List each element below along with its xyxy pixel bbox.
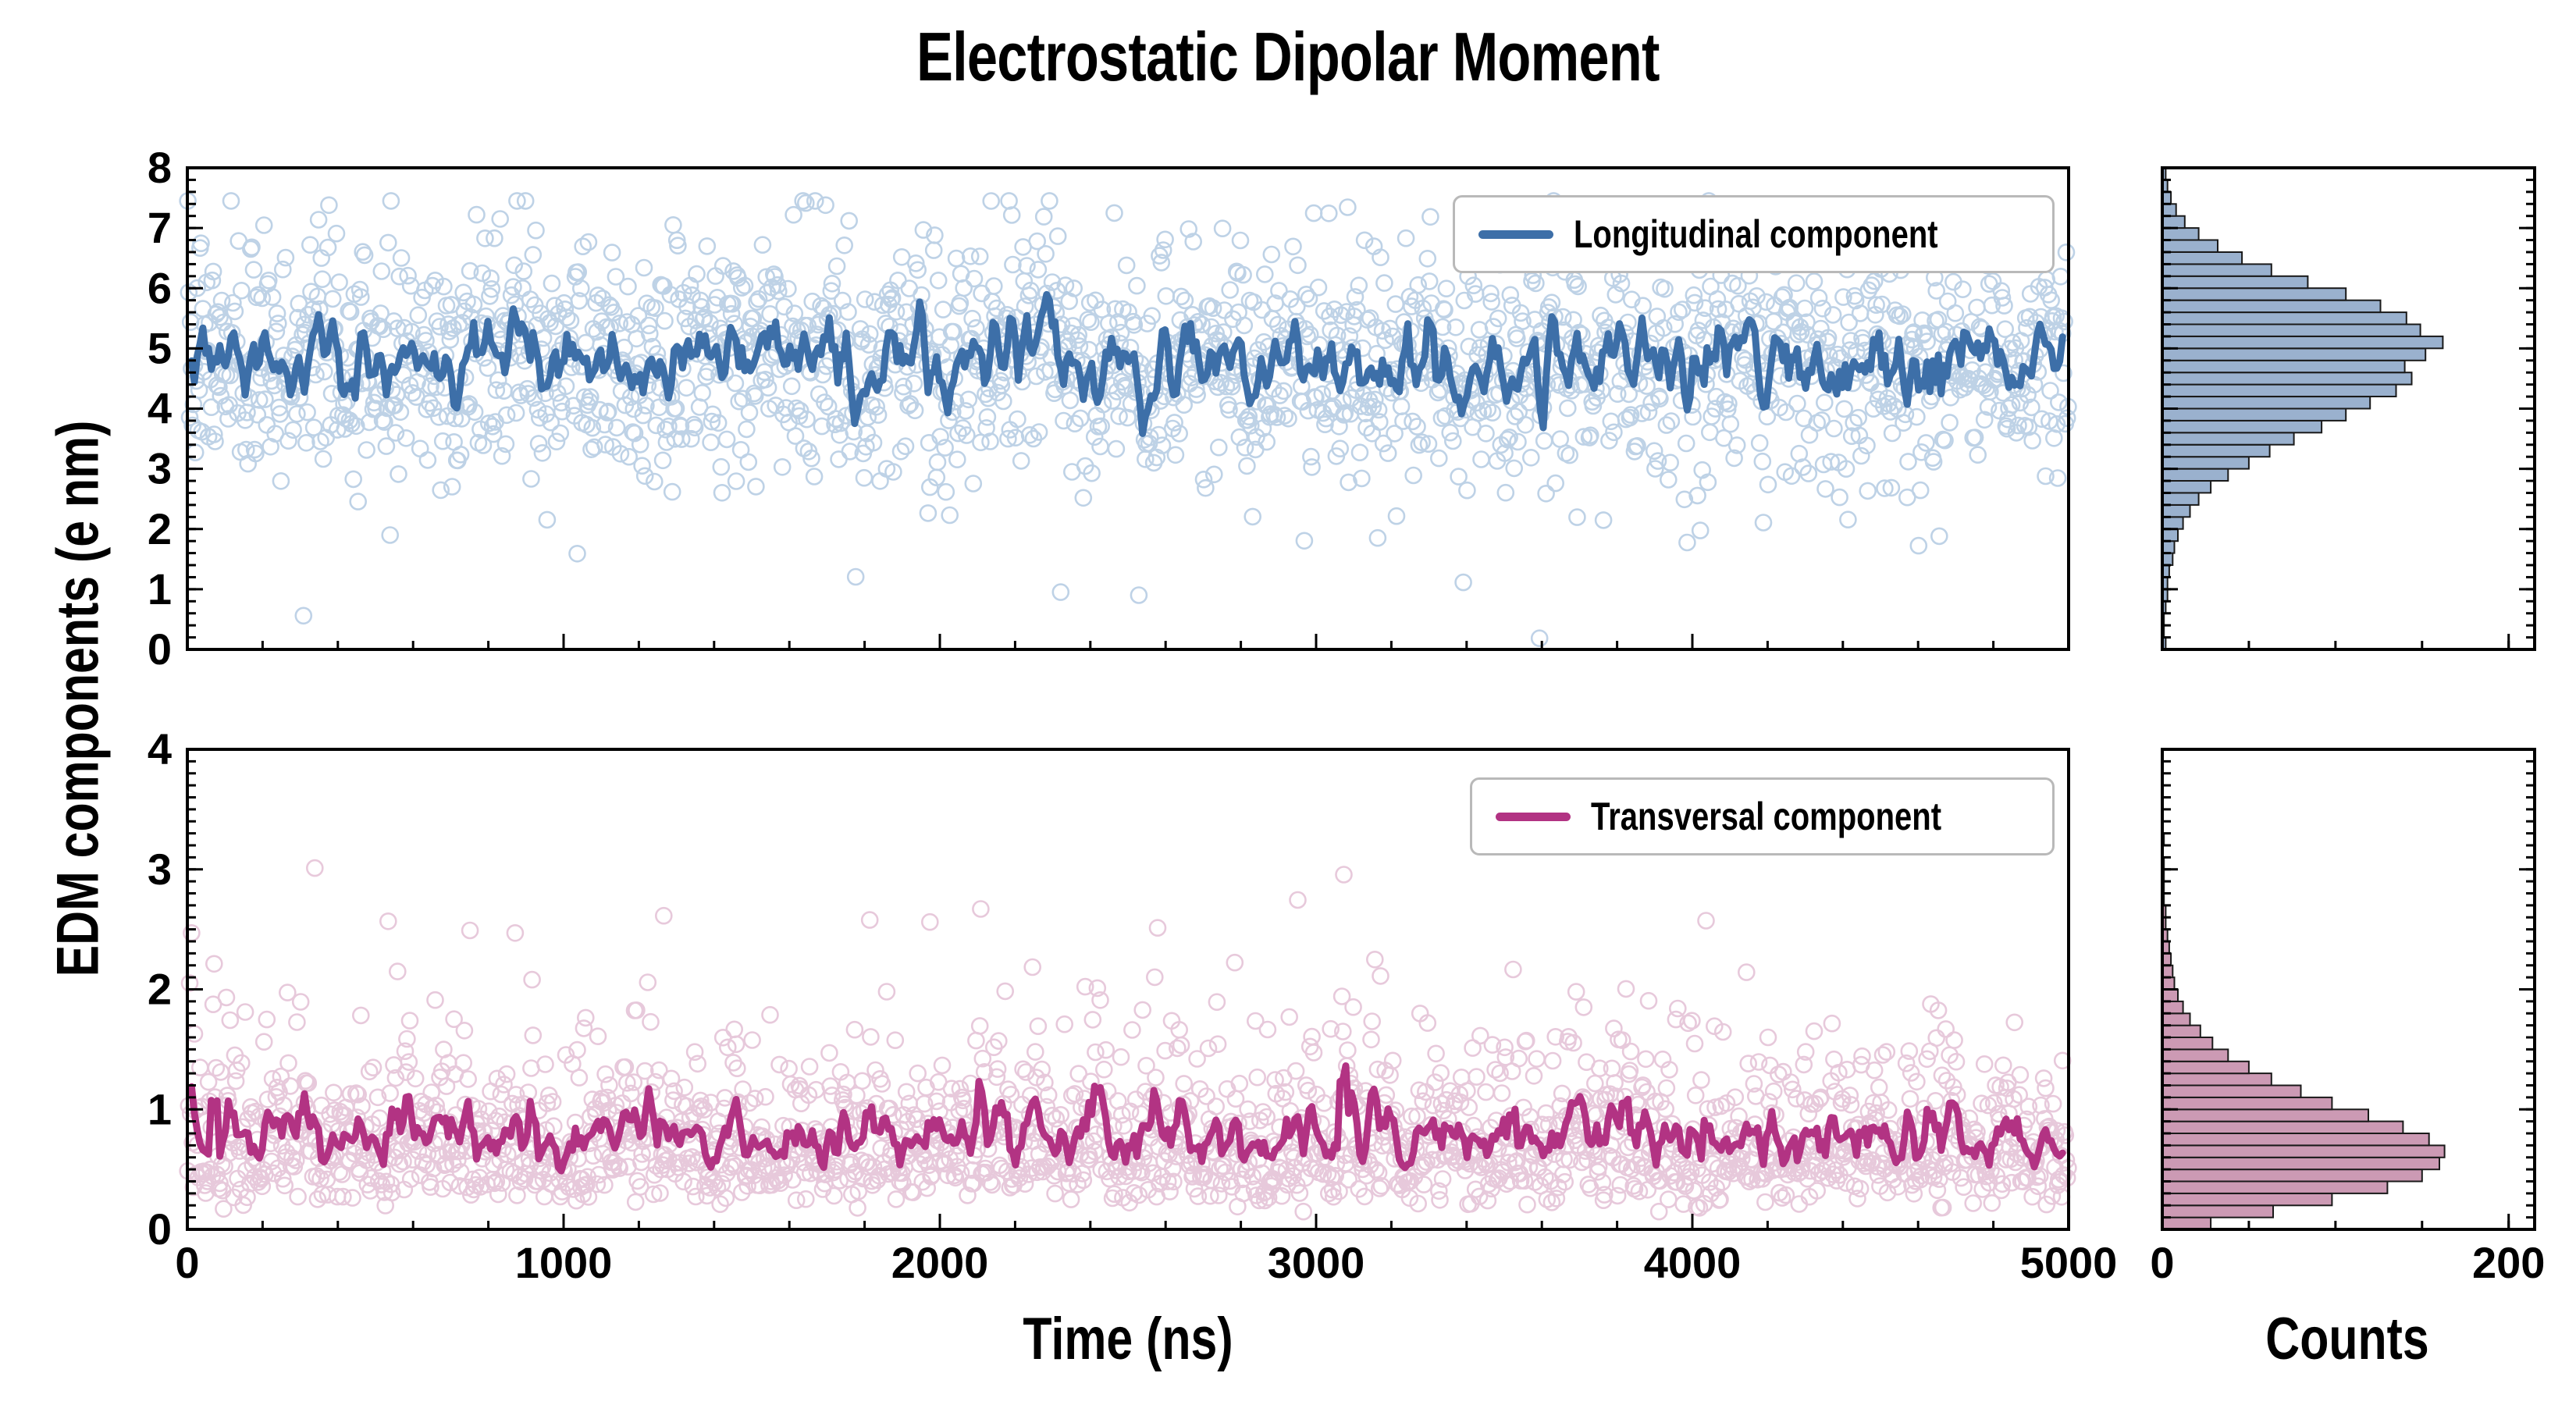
main-panel-transversal: 0 1 2 3 4 [148,724,2077,1254]
hist-panel-longitudinal [2161,166,2536,651]
y-tick-labels-longitudinal: 0 1 2 3 4 5 6 7 8 [148,143,172,674]
svg-text:5: 5 [148,323,172,372]
running-average-line-transversal [187,1062,2066,1175]
svg-text:4: 4 [148,724,172,774]
svg-text:0: 0 [148,624,172,674]
svg-text:200: 200 [2472,1238,2545,1287]
x-axis-label-text: Time (ns) [1023,1306,1233,1372]
chart-title: Electrostatic Dipolar Moment [0,17,2576,97]
x-tick-labels: 0 1000 2000 3000 4000 5000 [175,1238,2117,1287]
axis-ticks-longitudinal [186,166,2070,651]
hist-ticks-transversal [2161,748,2535,1231]
y-axis-label: EDM components (e nm) [44,351,112,1047]
hist-x-axis-label-text: Counts [2265,1306,2429,1372]
svg-text:3000: 3000 [1268,1238,1365,1287]
hist-x-axis-label: Counts [2245,1305,2450,1373]
legend-label-longitudinal: Longitudinal component [1573,212,1938,256]
y-axis-label-text: EDM components (e nm) [44,420,112,977]
svg-text:4: 4 [148,384,172,433]
svg-text:0: 0 [148,1204,172,1254]
svg-text:6: 6 [148,263,172,312]
svg-text:4000: 4000 [1644,1238,1742,1287]
y-tick-labels-transversal: 0 1 2 3 4 [148,724,172,1254]
main-panel-longitudinal: 0 1 2 3 4 5 6 7 8 [148,143,2077,674]
svg-text:5000: 5000 [2020,1238,2118,1287]
legend-transversal: Transversal component [1469,777,2055,855]
legend-line-swatch-transversal [1495,812,1571,821]
svg-text:1: 1 [148,564,172,614]
svg-text:0: 0 [2150,1238,2174,1287]
x-axis-label: Time (ns) [997,1305,1259,1373]
svg-text:3: 3 [148,444,172,493]
legend-label-transversal: Transversal component [1590,795,1941,838]
hist-bars-longitudinal [2161,167,2444,650]
svg-text:0: 0 [175,1238,199,1287]
hist-x-tick-labels: 0 200 [2150,1238,2545,1287]
scatter-points-transversal [179,859,2077,1221]
legend-line-swatch-longitudinal [1478,229,1553,239]
legend-longitudinal: Longitudinal component [1452,195,2055,273]
hist-ticks-longitudinal [2161,166,2535,651]
running-average-line-longitudinal [187,290,2066,437]
svg-text:2: 2 [148,965,172,1014]
chart-title-text: Electrostatic Dipolar Moment [916,18,1660,95]
svg-text:7: 7 [148,203,172,252]
svg-text:2000: 2000 [891,1238,989,1287]
axis-ticks-transversal [186,748,2070,1231]
hist-bars-transversal [2161,832,2446,1230]
svg-text:3: 3 [148,845,172,894]
svg-text:1: 1 [148,1084,172,1133]
svg-text:8: 8 [148,143,172,192]
svg-text:2: 2 [148,504,172,553]
hist-panel-transversal [2161,748,2536,1231]
svg-text:1000: 1000 [515,1238,613,1287]
